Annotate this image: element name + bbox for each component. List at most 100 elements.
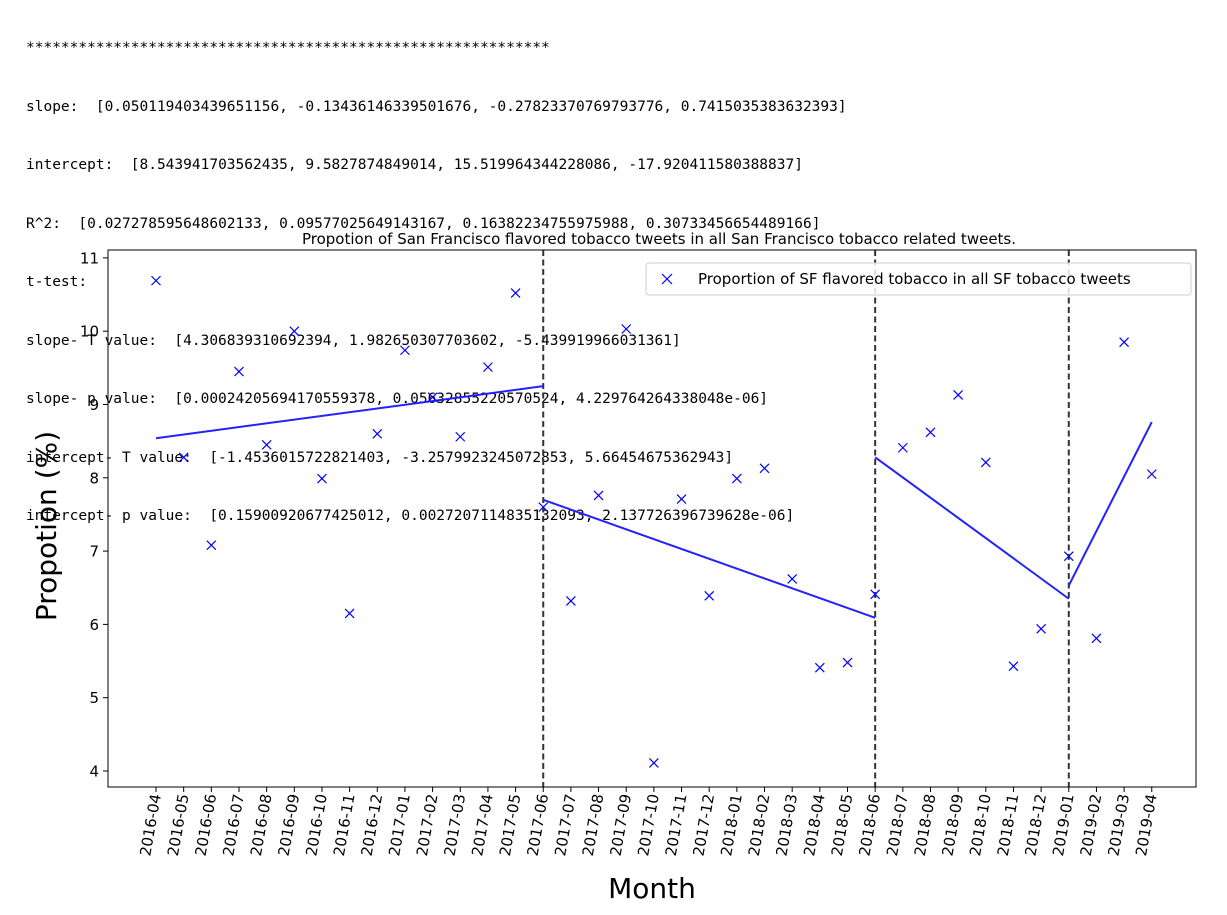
data-point xyxy=(372,428,383,439)
x-tick-label: 2016-12 xyxy=(358,793,387,858)
y-tick-label: 4 xyxy=(89,763,99,781)
data-point xyxy=(870,589,881,600)
y-axis-label: Propotion (%) xyxy=(30,431,63,621)
stat-line-intercept: intercept: [8.543941703562435, 9.5827874… xyxy=(26,156,847,176)
stat-line-intercept-t: intercept- T value: [-1.4536015722821403… xyxy=(26,449,847,469)
x-tick-label: 2017-02 xyxy=(413,793,442,858)
data-point xyxy=(731,473,742,484)
x-tick-label: 2018-02 xyxy=(745,793,774,858)
y-tick-label: 5 xyxy=(89,689,99,707)
x-tick-label: 2018-09 xyxy=(938,793,967,858)
x-tick-label: 2018-03 xyxy=(773,793,802,858)
regression-line xyxy=(542,498,876,619)
x-tick-label: 2017-08 xyxy=(579,793,608,858)
x-tick-label: 2017-03 xyxy=(441,793,470,858)
stat-label: slope- T value: xyxy=(26,332,175,349)
x-tick-label: 2017-06 xyxy=(524,793,553,858)
x-tick-label: 2017-05 xyxy=(496,793,525,858)
data-point xyxy=(980,457,991,468)
stat-line-slope-t: slope- T value: [4.306839310692394, 1.98… xyxy=(26,332,847,352)
data-point xyxy=(565,596,576,606)
x-tick-label: 2017-10 xyxy=(634,793,663,858)
data-point xyxy=(317,473,327,484)
data-point xyxy=(704,590,715,601)
data-point xyxy=(925,427,936,438)
x-tick-label: 2016-11 xyxy=(330,793,359,858)
y-tick-label: 9 xyxy=(89,396,99,414)
data-point xyxy=(261,439,272,450)
data-point xyxy=(1008,661,1019,672)
x-tick-label: 2017-11 xyxy=(662,793,691,858)
data-point xyxy=(1091,633,1102,644)
x-tick-label: 2018-11 xyxy=(994,793,1023,858)
regression-line xyxy=(874,456,1070,600)
data-point xyxy=(814,662,825,673)
data-point xyxy=(897,442,908,453)
stat-value: [0.00024205694170559378, 0.0563285522057… xyxy=(174,391,769,407)
stat-line-intercept-p: intercept- p value: [0.15900920677425012… xyxy=(26,507,847,527)
stat-label: intercept- T value: xyxy=(26,449,210,466)
stat-label: R^2: xyxy=(26,215,79,232)
y-tick-label: 11 xyxy=(80,249,99,267)
x-tick-label: 2016-04 xyxy=(136,793,165,858)
stat-line-slope-p: slope- p value: [0.00024205694170559378,… xyxy=(26,390,847,410)
data-point xyxy=(178,452,189,463)
axes-frame xyxy=(107,249,1197,788)
x-tick-label: 2016-10 xyxy=(302,793,331,858)
x-tick-label: 2019-03 xyxy=(1104,793,1133,858)
x-tick-label: 2018-05 xyxy=(828,793,857,858)
x-tick-label: 2019-02 xyxy=(1077,793,1106,858)
x-tick-label: 2018-04 xyxy=(800,793,829,858)
x-tick-label: 2018-07 xyxy=(883,793,912,858)
x-tick-label: 2017-04 xyxy=(468,793,497,858)
regression-line xyxy=(1067,421,1153,587)
stat-line-r2: R^2: [0.027278595648602133, 0.0957702564… xyxy=(26,215,847,235)
x-tick-label: 2017-01 xyxy=(385,793,414,858)
x-tick-label: 2018-12 xyxy=(1021,793,1050,858)
x-tick-label: 2019-01 xyxy=(1049,793,1078,858)
x-tick-label: 2017-12 xyxy=(690,793,719,858)
legend-box xyxy=(645,262,1192,296)
stat-value: [0.027278595648602133, 0.095770256491431… xyxy=(78,215,821,232)
x-tick-label: 2016-08 xyxy=(247,793,276,858)
stat-label: intercept- p value: xyxy=(26,508,210,524)
stat-value: [4.306839310692394, 1.982650307703602, -… xyxy=(174,332,681,349)
data-point xyxy=(455,431,466,442)
x-tick-label: 2019-04 xyxy=(1132,793,1161,858)
data-point xyxy=(482,362,493,373)
x-tick-label: 2018-06 xyxy=(855,793,884,858)
x-axis-label: Month xyxy=(608,872,696,905)
data-point xyxy=(344,608,355,619)
data-point xyxy=(151,275,161,286)
y-tick-label: 6 xyxy=(89,616,99,634)
chart-title: Propotion of San Francisco flavored toba… xyxy=(302,230,1016,248)
stat-value: [0.15900920677425012, 0.0027207114835132… xyxy=(209,508,795,524)
stat-value: [0.050119403439651156, -0.13436146339501… xyxy=(95,98,847,115)
data-point xyxy=(676,494,687,504)
stat-value: [8.543941703562435, 9.5827874849014, 15.… xyxy=(130,157,803,173)
stat-line-ttest: t-test: xyxy=(26,273,847,293)
stat-label: intercept: xyxy=(26,157,131,173)
data-point xyxy=(842,657,853,668)
data-point xyxy=(510,288,521,299)
data-point xyxy=(538,502,549,513)
data-point xyxy=(759,463,770,474)
console-output: ****************************************… xyxy=(26,0,847,546)
plot-area xyxy=(151,250,1157,787)
data-point xyxy=(1146,469,1157,480)
legend: Proportion of SF flavored tobacco in all… xyxy=(645,262,1192,296)
data-point xyxy=(621,324,632,334)
data-point xyxy=(206,540,217,551)
x-tick-label: 2018-10 xyxy=(966,793,995,858)
data-point xyxy=(953,390,964,400)
stat-value: [-1.4536015722821403, -3.257992324507285… xyxy=(209,449,734,466)
x-tick-label: 2018-01 xyxy=(717,793,746,858)
data-point xyxy=(234,366,244,377)
data-point xyxy=(1119,337,1130,348)
x-tick-label: 2018-08 xyxy=(911,793,940,858)
data-point xyxy=(1036,623,1047,634)
data-point xyxy=(593,490,604,501)
stat-label: t-test: xyxy=(26,274,88,290)
legend-label: Proportion of SF flavored tobacco in all… xyxy=(698,270,1131,288)
